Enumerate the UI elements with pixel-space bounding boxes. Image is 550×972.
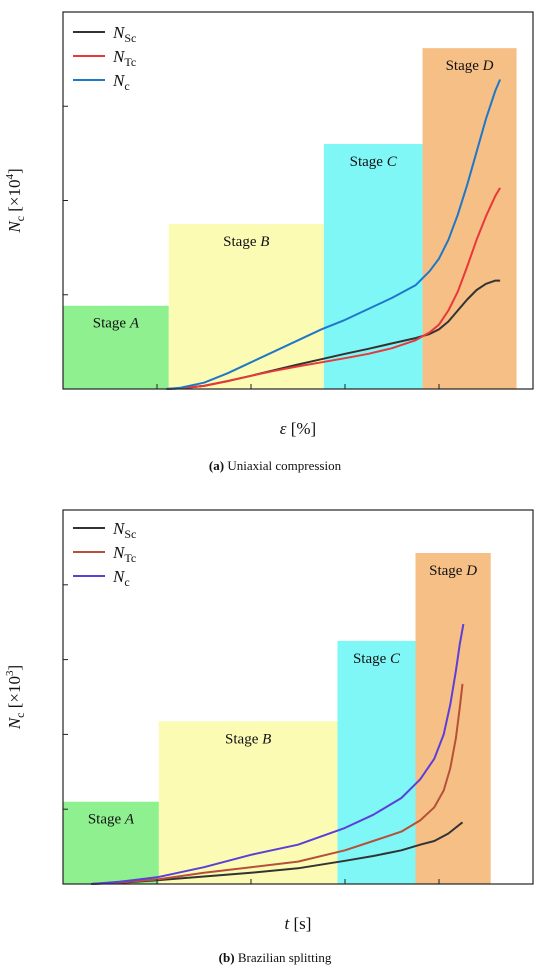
y-axis-exponent: 3 xyxy=(4,670,16,676)
legend-entry-c: Nc xyxy=(112,71,130,93)
caption-text: Uniaxial compression xyxy=(224,458,341,473)
y-axis-subscript: c xyxy=(13,216,27,221)
stage-a-label: Stage A xyxy=(88,812,135,828)
legend-name: N xyxy=(112,543,126,562)
legend-subscript: Sc xyxy=(124,527,136,541)
legend-entry-tc: NTc xyxy=(112,543,136,565)
legend-name: N xyxy=(112,23,126,42)
stage-word: Stage xyxy=(88,812,122,828)
series-line-sc xyxy=(91,821,464,885)
legend-subscript: Sc xyxy=(124,31,136,45)
legend-name: N xyxy=(112,47,126,66)
y-axis-exponent: 4 xyxy=(4,174,16,180)
stage-word: Stage xyxy=(429,563,463,579)
caption-label: (b) xyxy=(219,950,235,965)
legend-entry-tc: NTc xyxy=(112,47,136,69)
legend-subscript: Tc xyxy=(124,55,136,69)
y-axis-unit-close: ] xyxy=(5,665,24,671)
x-axis-label: ε [%] xyxy=(280,419,316,438)
stage-c-label: Stage C xyxy=(353,651,401,667)
stage-letter: B xyxy=(260,234,269,250)
y-axis-unit-close: ] xyxy=(5,168,24,174)
stage-a-label: Stage A xyxy=(93,316,140,332)
legend-name: N xyxy=(112,567,126,586)
caption-text: Brazilian splitting xyxy=(235,950,332,965)
legend-subscript: Tc xyxy=(124,551,136,565)
legend-entry-sc: NSc xyxy=(112,519,136,541)
stage-a-region xyxy=(63,305,169,389)
y-axis-symbol: N xyxy=(5,716,24,730)
stage-b-region xyxy=(158,721,338,884)
series-line-tc xyxy=(166,187,501,390)
series-line-c xyxy=(166,79,502,390)
stage-letter: C xyxy=(387,154,398,170)
stage-a-region xyxy=(63,801,159,884)
stage-word: Stage xyxy=(353,651,387,667)
series-line-tc xyxy=(91,683,464,885)
y-axis-label: Nc [×104] xyxy=(4,168,27,233)
caption-label: (a) xyxy=(209,458,224,473)
figure-caption: (a) Uniaxial compression xyxy=(209,458,342,473)
stage-letter: D xyxy=(465,563,477,579)
legend-name: N xyxy=(112,519,126,538)
stage-word: Stage xyxy=(350,154,384,170)
figure-caption: (b) Brazilian splitting xyxy=(219,950,332,965)
stage-word: Stage xyxy=(93,316,127,332)
stage-letter: A xyxy=(124,812,135,828)
series-line-c xyxy=(91,623,465,885)
y-axis-unit: [×10 xyxy=(5,676,24,713)
x-axis-unit: [%] xyxy=(291,419,316,438)
x-axis-symbol: ε xyxy=(280,419,287,438)
y-axis-unit: [×10 xyxy=(5,180,24,217)
stage-letter: C xyxy=(390,651,401,667)
stage-word: Stage xyxy=(223,234,257,250)
stage-c-region xyxy=(337,640,416,884)
x-axis-label: t [s] xyxy=(285,914,312,933)
stage-b-region xyxy=(168,224,324,389)
stage-letter: B xyxy=(262,731,271,747)
stage-c-label: Stage C xyxy=(350,154,398,170)
stage-d-label: Stage D xyxy=(446,58,494,74)
y-axis-subscript: c xyxy=(13,713,27,718)
x-axis-symbol: t xyxy=(285,914,291,933)
stage-letter: A xyxy=(129,316,140,332)
stage-b-label: Stage B xyxy=(225,731,271,747)
stage-word: Stage xyxy=(446,58,480,74)
stage-d-region xyxy=(415,553,491,884)
y-axis-symbol: N xyxy=(5,220,24,234)
plot-frame xyxy=(62,509,534,885)
x-axis-unit: [s] xyxy=(294,914,312,933)
legend-entry-sc: NSc xyxy=(112,23,136,45)
stage-word: Stage xyxy=(225,731,259,747)
stage-d-label: Stage D xyxy=(429,563,477,579)
legend-entry-c: Nc xyxy=(112,567,130,589)
legend-subscript: c xyxy=(124,575,129,589)
y-axis-label: Nc [×103] xyxy=(4,665,27,730)
legend-subscript: c xyxy=(124,79,129,93)
stage-d-region xyxy=(422,48,517,390)
stage-letter: D xyxy=(482,58,494,74)
stage-b-label: Stage B xyxy=(223,234,269,250)
legend-name: N xyxy=(112,71,126,90)
